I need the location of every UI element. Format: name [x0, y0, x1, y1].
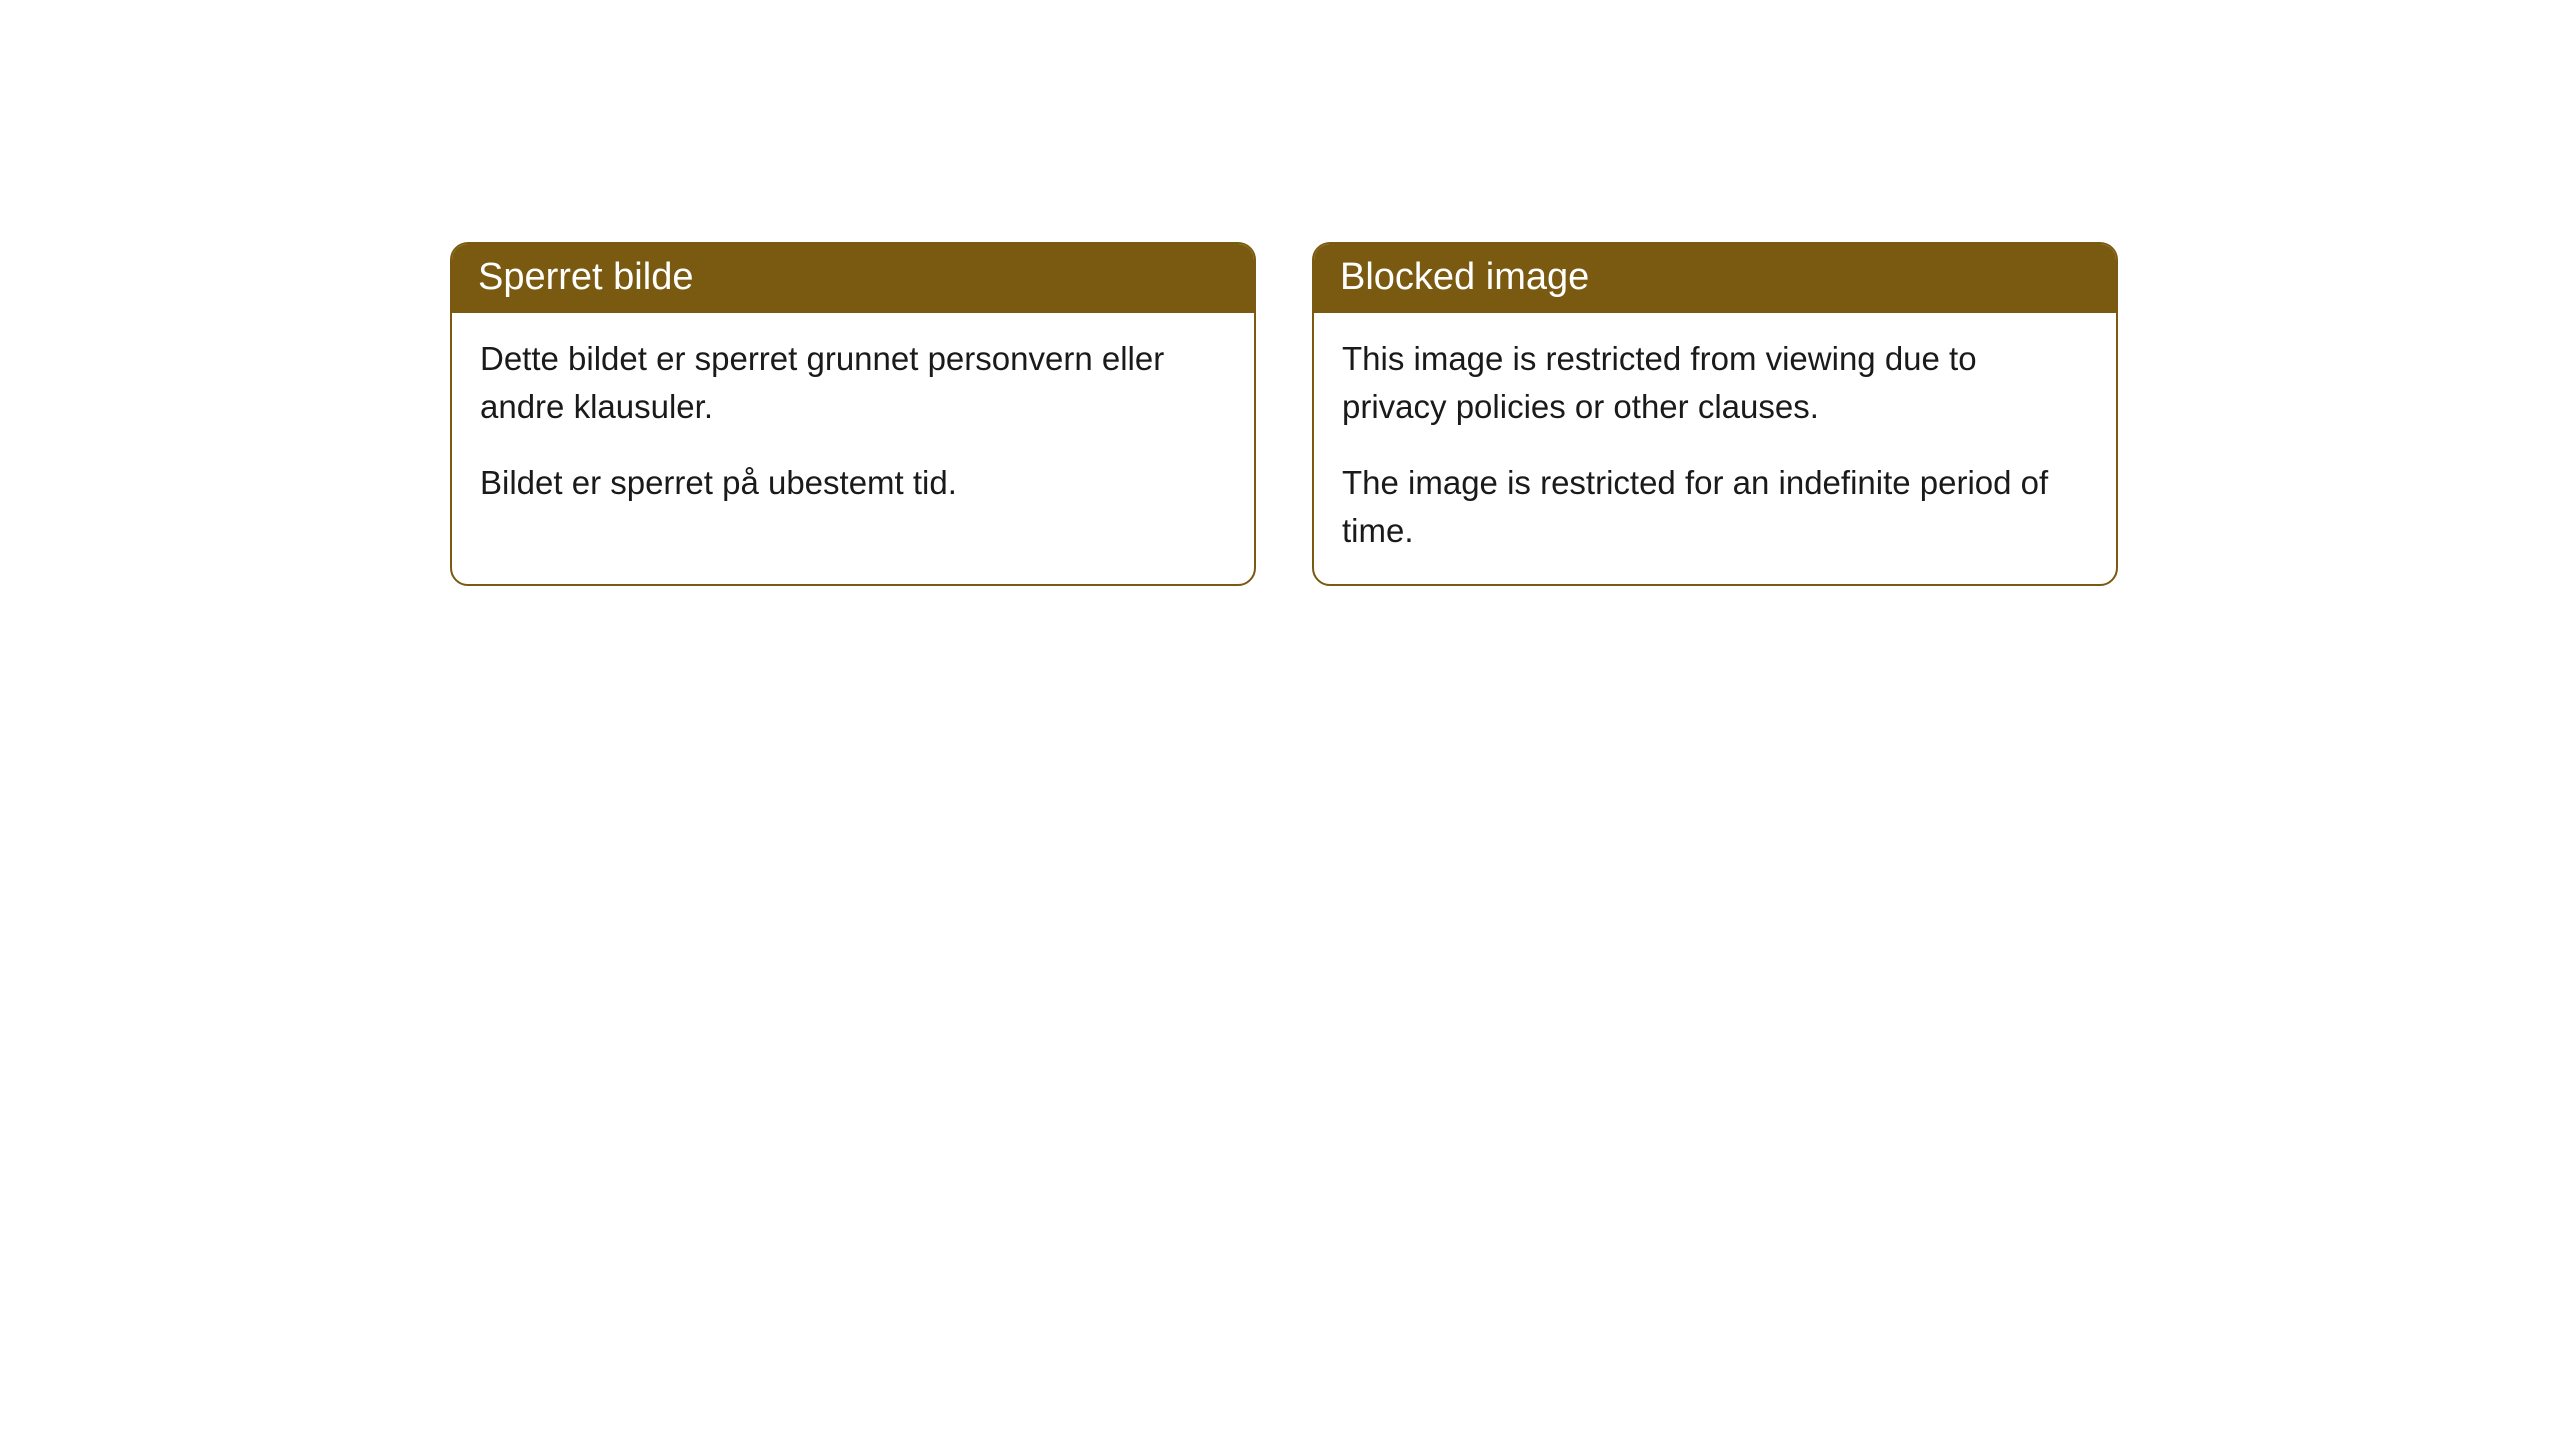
card-header: Sperret bilde: [452, 244, 1254, 313]
card-paragraph: Dette bildet er sperret grunnet personve…: [480, 335, 1226, 431]
card-title: Sperret bilde: [478, 256, 693, 298]
card-title: Blocked image: [1340, 256, 1589, 298]
cards-container: Sperret bilde Dette bildet er sperret gr…: [450, 242, 2118, 586]
card-paragraph: This image is restricted from viewing du…: [1342, 335, 2088, 431]
card-body: Dette bildet er sperret grunnet personve…: [452, 313, 1254, 537]
card-paragraph: The image is restricted for an indefinit…: [1342, 459, 2088, 555]
blocked-image-card-norwegian: Sperret bilde Dette bildet er sperret gr…: [450, 242, 1256, 586]
card-paragraph: Bildet er sperret på ubestemt tid.: [480, 459, 1226, 507]
card-header: Blocked image: [1314, 244, 2116, 313]
blocked-image-card-english: Blocked image This image is restricted f…: [1312, 242, 2118, 586]
card-body: This image is restricted from viewing du…: [1314, 313, 2116, 584]
